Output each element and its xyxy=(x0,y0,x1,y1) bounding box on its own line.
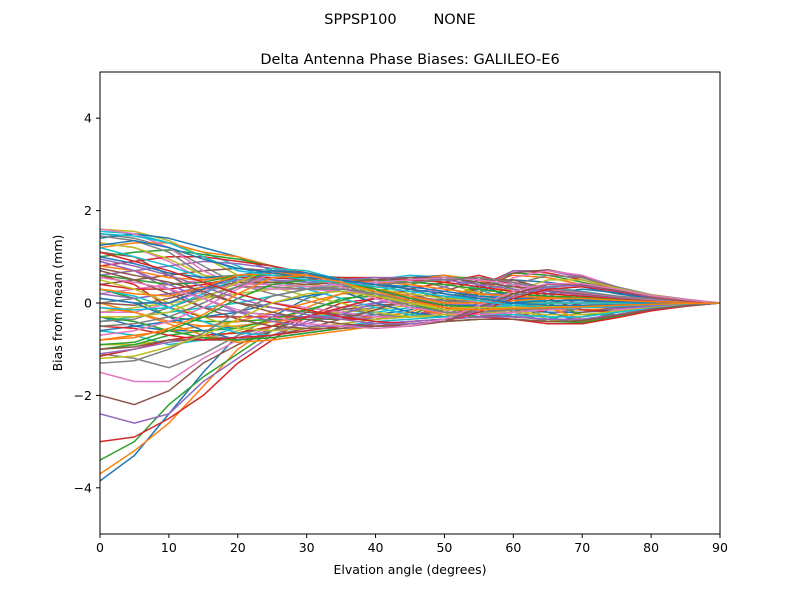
x-tick-label: 40 xyxy=(368,540,384,555)
y-tick-label: 0 xyxy=(84,296,92,311)
y-axis: −4 −2 0 2 4 xyxy=(74,111,100,495)
series-line-50 xyxy=(100,288,720,337)
figure-suptitle: SPPSP100 NONE xyxy=(324,12,475,28)
y-tick-label: 2 xyxy=(84,203,92,218)
x-tick-label: 0 xyxy=(96,540,104,555)
series-layer xyxy=(100,228,720,482)
x-tick-label: 10 xyxy=(161,540,177,555)
x-tick-label: 70 xyxy=(574,540,590,555)
x-tick-label: 30 xyxy=(299,540,315,555)
series-line-72 xyxy=(100,274,720,341)
x-axis: 0 10 20 30 40 50 60 70 80 90 xyxy=(96,534,728,555)
y-tick-label: −4 xyxy=(74,480,92,495)
x-tick-label: 20 xyxy=(230,540,246,555)
y-tick-label: −2 xyxy=(74,388,92,403)
x-tick-label: 90 xyxy=(712,540,728,555)
series-line-48 xyxy=(100,276,720,323)
series-line-67 xyxy=(100,276,720,330)
x-axis-label: Elvation angle (degrees) xyxy=(333,562,486,577)
x-tick-label: 60 xyxy=(505,540,521,555)
y-axis-label: Bias from mean (mm) xyxy=(50,235,65,372)
x-tick-label: 80 xyxy=(643,540,659,555)
y-tick-label: 4 xyxy=(84,111,92,126)
series-line-21 xyxy=(100,232,720,318)
series-line-70 xyxy=(100,232,720,309)
chart-title: Delta Antenna Phase Biases: GALILEO-E6 xyxy=(260,52,559,68)
x-tick-label: 50 xyxy=(436,540,452,555)
